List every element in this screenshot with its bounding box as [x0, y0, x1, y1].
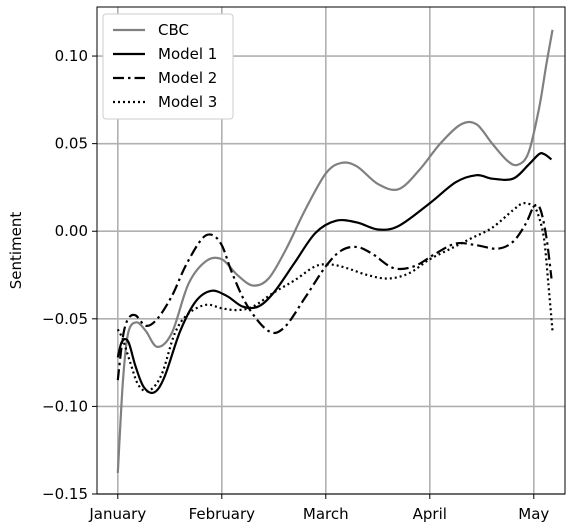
x-tick-label: May — [518, 505, 549, 522]
x-tick-label: April — [413, 505, 447, 522]
y-tick-label: −0.05 — [42, 310, 88, 328]
y-tick-label: −0.15 — [42, 485, 88, 503]
x-tick-label: January — [88, 505, 146, 522]
y-tick-label: 0.05 — [55, 135, 88, 153]
series-line-model-2 — [116, 203, 553, 381]
axis-ticks: January February March April May −0.15 −0.10 −0… — [42, 47, 549, 522]
y-tick-label: −0.10 — [42, 397, 88, 415]
series-line-model-1 — [116, 152, 553, 395]
legend-label: Model 3 — [158, 93, 217, 111]
series-lines — [116, 29, 554, 474]
legend-box — [102, 13, 234, 120]
legend-label: CBC — [158, 21, 189, 39]
legend-label: Model 2 — [158, 69, 217, 87]
legend: CBC Model 1 Model 2 Model 3 — [102, 13, 234, 120]
y-tick-label: 0.00 — [55, 222, 88, 240]
legend-label: Model 1 — [158, 45, 217, 63]
legend-items: CBC Model 1 Model 2 Model 3 — [113, 21, 217, 111]
series-line-cbc — [116, 29, 554, 474]
plot-frame — [96, 6, 566, 495]
x-tick-label: February — [189, 505, 256, 522]
y-axis-label: Sentiment — [7, 212, 25, 290]
x-tick-label: March — [303, 505, 349, 522]
y-tick-label: 0.10 — [55, 47, 88, 65]
